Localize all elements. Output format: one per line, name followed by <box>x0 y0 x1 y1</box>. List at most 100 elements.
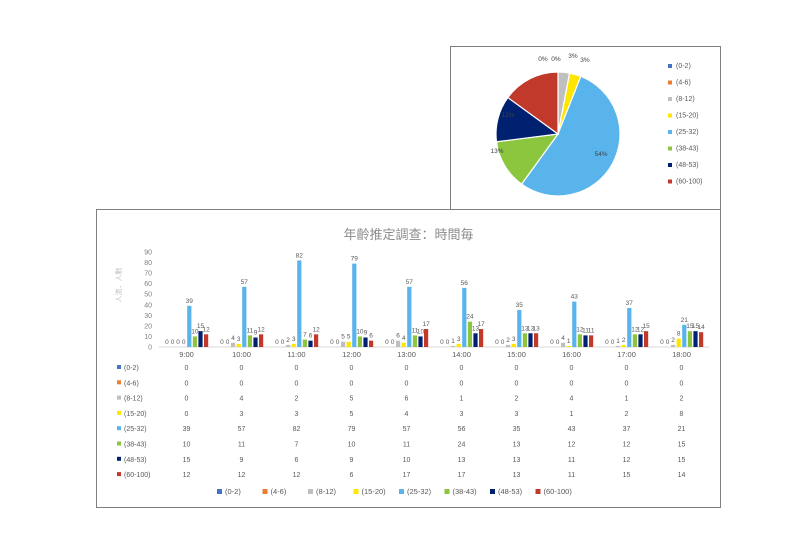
bar-value-label: 0 <box>666 339 670 346</box>
legend-label: (15-20) <box>676 113 699 120</box>
bar-value-label: 0 <box>182 339 186 346</box>
bar-value-label: 0 <box>336 339 340 346</box>
bar <box>396 340 401 347</box>
table-legend-swatch <box>117 472 121 477</box>
bar <box>687 331 692 347</box>
table-cell: 57 <box>238 426 246 433</box>
y-tick-label: 10 <box>144 334 152 341</box>
table-cell: 0 <box>460 365 464 372</box>
table-cell: 12 <box>183 472 191 479</box>
bar-value-label: 57 <box>406 279 414 286</box>
bar <box>297 260 302 347</box>
bar <box>561 342 566 347</box>
legend-swatch <box>399 489 404 494</box>
table-cell: 2 <box>680 396 684 403</box>
bar-value-label: 0 <box>605 339 609 346</box>
table-cell: 3 <box>240 411 244 418</box>
table-cell: 0 <box>460 380 464 387</box>
table-row-label: (60-100) <box>124 472 150 479</box>
bar-value-label: 13 <box>527 325 535 332</box>
bar-value-label: 3 <box>237 336 241 343</box>
table-cell: 3 <box>460 411 464 418</box>
table-cell: 12 <box>238 472 246 479</box>
bar-value-label: 11 <box>412 327 419 334</box>
table-cell: 0 <box>405 380 409 387</box>
table-cell: 9 <box>350 457 354 464</box>
legend-label: (0-2) <box>676 63 691 70</box>
legend-label: (0-2) <box>225 487 241 496</box>
bar-value-label: 12 <box>576 326 584 333</box>
table-cell: 0 <box>680 380 684 387</box>
table-cell: 1 <box>625 396 629 403</box>
table-legend-swatch <box>117 365 121 369</box>
bar-value-label: 11 <box>247 327 254 334</box>
table-cell: 56 <box>458 426 466 433</box>
table-cell: 17 <box>403 472 411 479</box>
bar <box>198 331 203 347</box>
legend-swatch <box>353 489 359 494</box>
table-cell: 10 <box>403 457 411 464</box>
bar-value-label: 4 <box>231 335 235 342</box>
bar-value-label: 56 <box>461 280 469 287</box>
bar <box>621 344 626 347</box>
bar <box>418 336 423 347</box>
bar-value-label: 9 <box>254 330 258 337</box>
bar-value-label: 0 <box>385 339 389 346</box>
table-cell: 57 <box>403 426 411 433</box>
table-cell: 15 <box>678 457 686 464</box>
legend-swatch <box>668 64 672 68</box>
table-cell: 0 <box>350 380 354 387</box>
bar-value-label: 0 <box>171 339 175 346</box>
legend-label: (48-53) <box>676 162 699 169</box>
table-cell: 3 <box>295 411 299 418</box>
bar <box>231 342 236 347</box>
pie-slice <box>520 75 621 197</box>
table-cell: 0 <box>515 380 519 387</box>
bar <box>632 334 637 347</box>
bar-value-label: 39 <box>186 298 194 305</box>
bar <box>473 333 478 347</box>
bar-value-label: 21 <box>681 317 689 324</box>
legend-swatch <box>490 489 495 494</box>
legend-swatch <box>668 80 672 85</box>
legend-label: (8-12) <box>316 487 337 496</box>
bar-value-label: 0 <box>165 339 169 346</box>
table-cell: 0 <box>570 380 574 387</box>
bar-value-label: 13 <box>521 325 529 332</box>
table-cell: 17 <box>458 472 466 479</box>
pie-value-label: 3% <box>580 57 590 64</box>
bar <box>236 343 241 347</box>
bar-value-label: 0 <box>556 339 560 346</box>
bar-value-label: 4 <box>561 335 565 342</box>
bar-value-label: 2 <box>506 337 510 344</box>
legend-swatch <box>668 97 672 101</box>
legend-swatch <box>668 146 672 151</box>
bar-value-label: 10 <box>417 328 425 335</box>
bar <box>204 334 209 347</box>
pie-value-label: 54% <box>594 151 607 158</box>
table-cell: 0 <box>240 380 244 387</box>
bar <box>314 334 319 347</box>
pie-value-label: 12% <box>501 112 514 119</box>
bar <box>467 321 472 347</box>
pie-value-label: 3% <box>568 53 578 60</box>
table-cell: 12 <box>568 442 576 449</box>
pie-slice <box>507 71 559 136</box>
chart-title: 年齡推定調查：時間毎 <box>343 227 474 242</box>
table-cell: 12 <box>293 472 301 479</box>
bar <box>456 343 461 347</box>
bar <box>627 307 632 347</box>
bar-value-label: 0 <box>330 339 334 346</box>
bar <box>583 335 588 347</box>
table-cell: 43 <box>568 426 576 433</box>
table-cell: 4 <box>405 411 409 418</box>
bar-value-label: 0 <box>611 339 615 346</box>
table-cell: 10 <box>183 442 191 449</box>
table-cell: 13 <box>513 472 521 479</box>
bar-value-label: 13 <box>472 325 480 332</box>
table-cell: 13 <box>513 442 521 449</box>
table-row-label: (25-32) <box>124 426 147 433</box>
bar-value-label: 6 <box>309 333 313 340</box>
bar-value-label: 12 <box>202 326 210 333</box>
bar-value-label: 37 <box>626 300 634 307</box>
